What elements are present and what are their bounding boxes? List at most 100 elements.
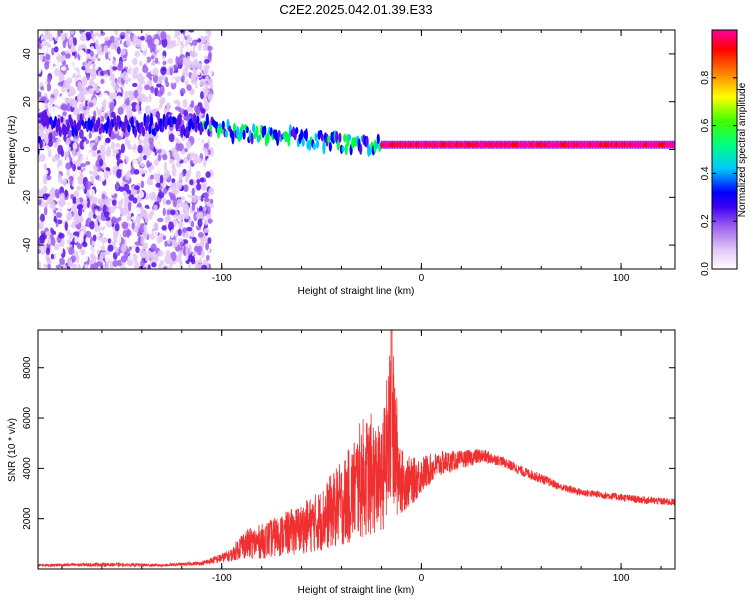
heat-cell: [172, 149, 178, 159]
heat-cell: [146, 114, 150, 124]
heat-cell: [139, 168, 145, 175]
heat-cell: [173, 64, 178, 71]
heat-cell: [180, 150, 186, 155]
heat-cell: [142, 242, 149, 250]
heat-cell: [40, 213, 45, 222]
heat-cell: [117, 234, 122, 244]
y-tick-label: -40: [22, 237, 33, 252]
heat-cell: [112, 148, 119, 155]
heat-cell: [120, 152, 125, 162]
spectrogram-axes: -100 0 100 -40 -20 0 20 40: [22, 30, 675, 284]
heat-cell: [144, 84, 150, 91]
heat-cell: [166, 151, 171, 161]
heat-cell: [195, 170, 201, 180]
heat-cell: [232, 122, 237, 133]
heat-cell: [203, 192, 210, 199]
heat-cell: [127, 124, 131, 133]
heat-cell: [150, 151, 156, 159]
snr-line: [38, 330, 675, 568]
heat-cell: [375, 141, 379, 149]
heat-cell: [144, 253, 150, 262]
heat-cell: [46, 231, 52, 237]
heat-cell: [39, 153, 46, 162]
heat-cell: [221, 120, 225, 130]
heat-cell: [120, 35, 125, 40]
heat-cell: [266, 131, 270, 144]
heat-cell: [133, 89, 139, 99]
heat-cell: [204, 218, 208, 226]
heat-cell: [132, 159, 139, 169]
heat-cell: [171, 163, 176, 170]
heat-cell: [104, 36, 110, 41]
heat-cell: [162, 197, 166, 206]
heat-cell: [97, 117, 101, 129]
heat-cell: [171, 167, 177, 177]
heat-cell: [99, 144, 106, 152]
heat-cell: [63, 146, 69, 152]
x-tick-label: -100: [212, 573, 232, 584]
heat-cell: [143, 224, 148, 232]
spectrogram-panel: -100 0 100 -40 -20 0 20 40 Height of straight l…: [7, 29, 676, 297]
snr-frame: [37, 329, 676, 570]
heat-cell: [61, 209, 67, 217]
heat-cell: [77, 236, 84, 244]
heat-cell: [143, 146, 149, 155]
heat-cell: [109, 102, 115, 111]
heat-cell: [100, 31, 106, 36]
heat-cell: [85, 161, 91, 166]
heat-cell: [89, 188, 96, 198]
heat-cell: [128, 149, 135, 156]
heat-cell: [150, 251, 156, 261]
heat-cell: [63, 264, 68, 269]
heat-cell: [65, 137, 71, 145]
heat-cell: [131, 82, 138, 88]
heat-cell: [166, 42, 171, 50]
heat-cell: [154, 142, 161, 150]
heat-cell: [138, 94, 143, 102]
heat-cell: [62, 104, 69, 111]
heat-cell: [60, 34, 66, 41]
heat-cell: [94, 221, 98, 227]
heat-cell: [114, 30, 118, 35]
heat-cell: [335, 130, 339, 144]
heat-cell: [46, 83, 52, 92]
heat-cell: [59, 94, 66, 104]
heat-cell: [96, 98, 101, 106]
heat-cell: [116, 95, 122, 101]
heat-cell: [201, 36, 207, 44]
heat-cell: [127, 201, 132, 212]
heat-cell: [89, 220, 95, 230]
heat-cell: [92, 144, 98, 151]
heat-cell: [69, 157, 73, 162]
heat-cell: [94, 78, 100, 85]
heat-cell: [93, 83, 98, 91]
heat-cell: [122, 229, 128, 238]
heat-cell: [157, 250, 164, 257]
heat-cell: [55, 153, 59, 162]
heat-cell: [343, 133, 347, 143]
heat-cell: [151, 220, 155, 230]
heat-cell: [92, 97, 97, 106]
heat-cell: [81, 199, 88, 206]
heat-cell: [90, 68, 97, 78]
heat-cell: [89, 228, 96, 235]
heat-cell: [179, 33, 184, 39]
heat-cell: [157, 154, 162, 162]
heat-cell: [90, 263, 94, 269]
heat-cell: [88, 88, 95, 95]
heat-cell: [71, 180, 79, 188]
heat-cell: [79, 104, 83, 111]
heat-cell: [105, 138, 111, 144]
heat-cell: [152, 73, 159, 83]
heat-cell: [184, 30, 189, 37]
heat-cell: [100, 78, 104, 84]
heat-cell: [190, 100, 195, 108]
heat-cell: [114, 246, 119, 253]
heat-cell: [140, 180, 145, 189]
heat-cell: [175, 131, 182, 136]
spectrogram-heat-layer: [38, 30, 675, 269]
heat-cell: [39, 139, 43, 150]
heat-cell: [77, 81, 83, 92]
heat-cell: [78, 129, 84, 139]
